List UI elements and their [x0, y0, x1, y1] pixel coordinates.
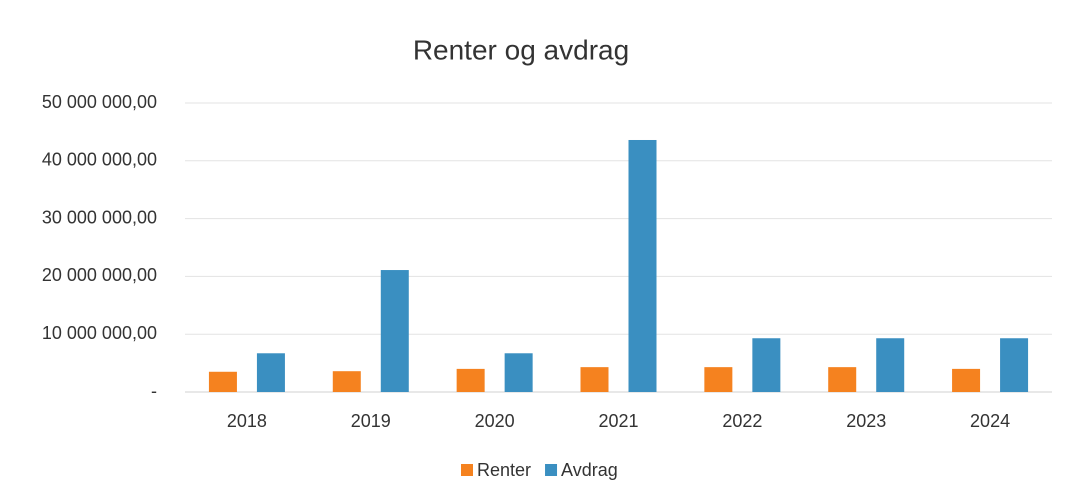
- bar: [332, 371, 361, 392]
- bar: [504, 353, 533, 392]
- bar: [828, 367, 857, 392]
- legend-swatch: [461, 464, 473, 476]
- bar: [256, 353, 285, 392]
- x-tick-label: 2018: [227, 411, 267, 431]
- bar: [380, 270, 409, 392]
- x-tick-label: 2020: [475, 411, 515, 431]
- y-tick-label: -: [151, 381, 157, 401]
- x-tick-label: 2022: [722, 411, 762, 431]
- bar: [580, 367, 609, 392]
- y-tick-label: 30 000 000,00: [42, 207, 157, 227]
- legend-swatch: [545, 464, 558, 476]
- x-tick-label: 2023: [846, 411, 886, 431]
- bar: [456, 368, 485, 392]
- x-tick-label: 2021: [598, 411, 638, 431]
- bar: [876, 338, 905, 392]
- y-tick-label: 40 000 000,00: [42, 150, 157, 170]
- bar: [628, 139, 657, 392]
- bar: [1000, 338, 1029, 392]
- bar: [704, 367, 733, 392]
- bar: [952, 368, 981, 392]
- legend-label: Renter: [477, 460, 531, 480]
- y-tick-label: 20 000 000,00: [42, 265, 157, 285]
- x-tick-label: 2024: [970, 411, 1010, 431]
- bar: [752, 338, 781, 392]
- x-tick-label: 2019: [351, 411, 391, 431]
- y-tick-label: 10 000 000,00: [42, 323, 157, 343]
- legend-label: Avdrag: [561, 460, 618, 480]
- chart-title: Renter og avdrag: [413, 34, 629, 65]
- y-tick-label: 50 000 000,00: [42, 92, 157, 112]
- bar: [208, 371, 237, 392]
